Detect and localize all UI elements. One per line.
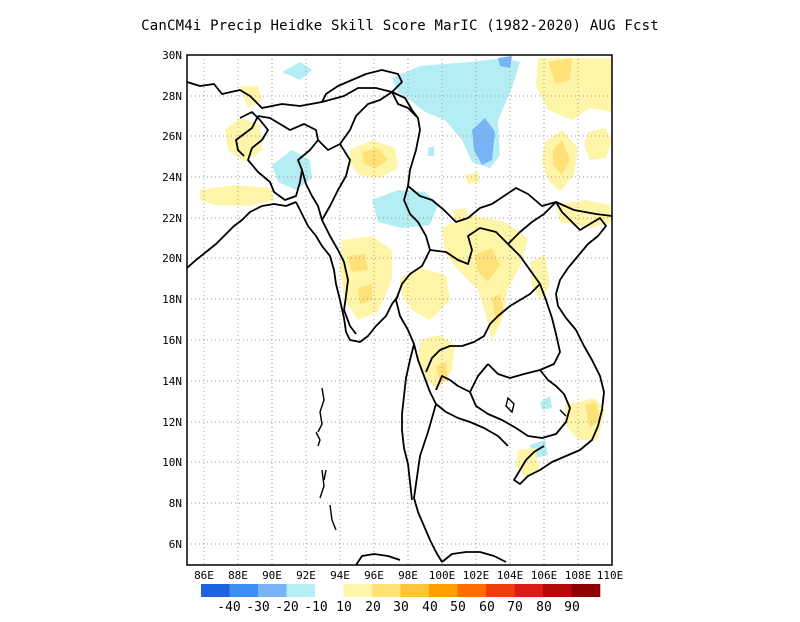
- lat-tick: 26N: [162, 130, 182, 143]
- colorbar-swatch: [571, 584, 601, 597]
- colorbar-label: -10: [304, 600, 327, 615]
- colorbar-swatch: [343, 584, 373, 597]
- skill-shading: [200, 56, 612, 478]
- colorbar-label: 10: [336, 600, 352, 615]
- lon-tick: 96E: [364, 569, 384, 582]
- lat-tick: 30N: [162, 49, 182, 62]
- colorbar-label: 50: [450, 600, 466, 615]
- lon-tick: 98E: [398, 569, 418, 582]
- lon-tick: 86E: [194, 569, 214, 582]
- lat-tick: 16N: [162, 334, 182, 347]
- colorbar-swatch: [372, 584, 401, 597]
- strong-negative-areas: [472, 56, 512, 165]
- lon-tick: 102E: [463, 569, 490, 582]
- colorbar: -40 -30 -20 -10 10 20 30 40 50 60 70 80 …: [201, 584, 601, 615]
- lon-tick: 94E: [330, 569, 350, 582]
- lon-tick: 106E: [531, 569, 558, 582]
- colorbar-label: -30: [246, 600, 269, 615]
- lat-tick: 6N: [169, 538, 182, 551]
- lon-tick: 100E: [429, 569, 456, 582]
- colorbar-label: -20: [275, 600, 298, 615]
- moderate-positive-areas: [348, 58, 600, 428]
- colorbar-label: -40: [217, 600, 240, 615]
- lon-tick: 88E: [228, 569, 248, 582]
- lat-axis: 30N 28N 26N 24N 22N 20N 18N 16N 14N 12N …: [162, 49, 182, 551]
- colorbar-swatch: [514, 584, 544, 597]
- lat-tick: 12N: [162, 416, 182, 429]
- lat-tick: 22N: [162, 212, 182, 225]
- colorbar-swatch: [429, 584, 458, 597]
- colorbar-label: 90: [564, 600, 580, 615]
- lon-axis: 86E 88E 90E 92E 94E 96E 98E 100E 102E 10…: [194, 569, 623, 582]
- lat-tick: 20N: [162, 252, 182, 265]
- lon-tick: 92E: [296, 569, 316, 582]
- colorbar-label: 60: [479, 600, 495, 615]
- lat-tick: 10N: [162, 456, 182, 469]
- map-frame: [186, 54, 613, 566]
- colorbar-swatch: [229, 584, 259, 597]
- colorbar-swatch: [400, 584, 430, 597]
- colorbar-swatch: [258, 584, 287, 597]
- colorbar-label: 70: [507, 600, 523, 615]
- lat-tick: 24N: [162, 171, 182, 184]
- coastlines-borders: [187, 69, 612, 565]
- colorbar-label: 40: [422, 600, 438, 615]
- colorbar-swatch: [457, 584, 487, 597]
- colorbar-label: 30: [393, 600, 409, 615]
- colorbar-swatch: [286, 584, 316, 597]
- lat-tick: 18N: [162, 293, 182, 306]
- lon-tick: 110E: [597, 569, 624, 582]
- colorbar-swatch: [315, 584, 344, 597]
- lon-tick: 108E: [565, 569, 592, 582]
- lon-tick: 104E: [497, 569, 524, 582]
- lat-tick: 14N: [162, 375, 182, 388]
- lon-tick: 90E: [262, 569, 282, 582]
- colorbar-swatch: [543, 584, 572, 597]
- map-title: CanCM4i Precip Heidke Skill Score MarIC …: [141, 18, 659, 34]
- colorbar-swatch: [201, 584, 230, 597]
- colorbar-labels: -40 -30 -20 -10 10 20 30 40 50 60 70 80 …: [217, 600, 580, 615]
- islands: [315, 387, 567, 531]
- colorbar-swatches: [201, 584, 601, 597]
- colorbar-swatch: [486, 584, 515, 597]
- colorbar-label: 80: [536, 600, 552, 615]
- colorbar-label: 20: [365, 600, 381, 615]
- lat-tick: 8N: [169, 497, 182, 510]
- lat-tick: 28N: [162, 90, 182, 103]
